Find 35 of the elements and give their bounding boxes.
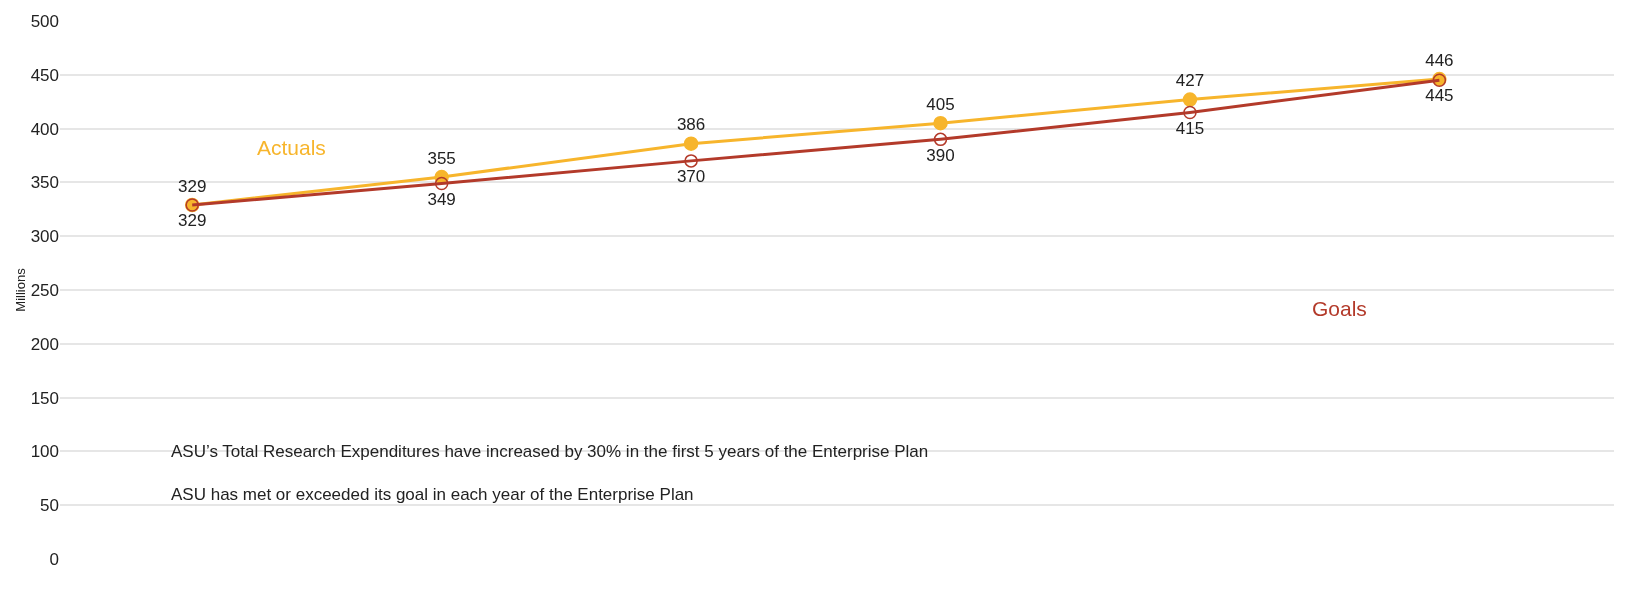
point <box>434 176 449 191</box>
y-tick-label: 200 <box>30 334 59 354</box>
y-tick-label: 400 <box>30 119 59 139</box>
data-label: 415 <box>1175 118 1205 138</box>
y-tick-label: 150 <box>30 388 59 408</box>
data-label: 329 <box>178 211 207 231</box>
y-tick-label: 0 <box>49 549 59 569</box>
text: Goals <box>1312 297 1367 320</box>
data-label: 349 <box>427 189 456 209</box>
y-tick-label: 300 <box>30 227 59 247</box>
y-tick-label: 50 <box>40 496 59 516</box>
data-label: 427 <box>1175 71 1205 91</box>
data-label: 405 <box>926 94 955 114</box>
point <box>1182 92 1198 107</box>
y-axis-title: Millions <box>12 267 28 312</box>
point <box>933 115 948 131</box>
point <box>683 136 699 151</box>
annotation: ASU has met or exceeded its goal in each year of the Enterprise Plan <box>171 485 694 504</box>
data-label: 386 <box>676 115 706 135</box>
data-label: 370 <box>676 167 706 187</box>
annotation: ASU’s Total Research Expenditures have increased by 30% in the first 5 years of the Enterprise Plan <box>171 442 929 461</box>
y-tick-label: 500 <box>30 11 59 31</box>
data-label: 329 <box>178 176 207 196</box>
point <box>1183 105 1197 120</box>
y-tick-label: 100 <box>30 442 59 462</box>
series-label: Actuals <box>257 136 326 159</box>
data-label: 355 <box>427 148 456 168</box>
y-tick-label: 350 <box>30 173 59 193</box>
data-label: 446 <box>1425 50 1454 70</box>
point <box>684 154 698 168</box>
point <box>933 132 948 147</box>
y-tick-label: 250 <box>30 280 59 300</box>
y-tick-label: 450 <box>30 65 59 85</box>
data-label: 445 <box>1425 86 1454 106</box>
data-label: 390 <box>926 145 955 165</box>
